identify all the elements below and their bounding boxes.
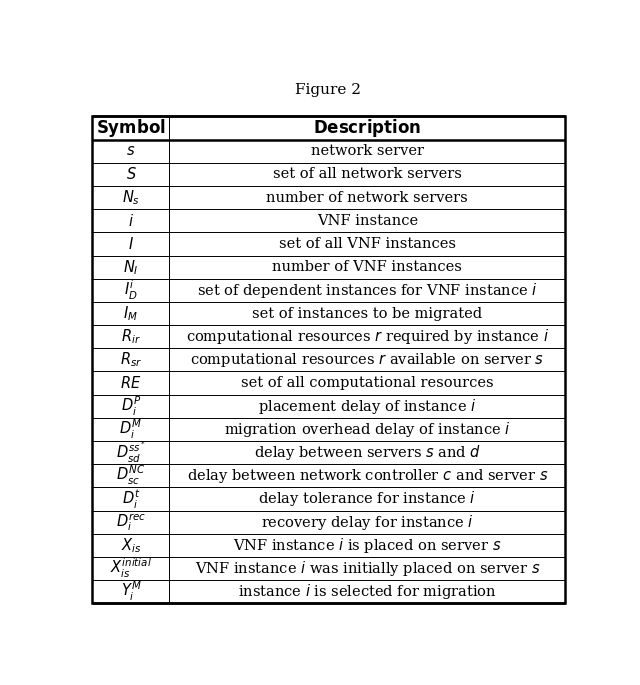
- Text: number of VNF instances: number of VNF instances: [273, 260, 462, 274]
- Text: set of all computational resources: set of all computational resources: [241, 376, 493, 390]
- Text: placement delay of instance $i$: placement delay of instance $i$: [258, 397, 476, 416]
- Text: $D_i^t$: $D_i^t$: [122, 488, 140, 510]
- Text: recovery delay for instance $i$: recovery delay for instance $i$: [261, 512, 474, 532]
- Text: $D_i^M$: $D_i^M$: [120, 418, 143, 441]
- Text: $N_I$: $N_I$: [123, 258, 139, 277]
- Text: delay between network controller $c$ and server $s$: delay between network controller $c$ and…: [186, 466, 548, 485]
- Text: delay tolerance for instance $i$: delay tolerance for instance $i$: [259, 490, 476, 508]
- Text: instance $i$ is selected for migration: instance $i$ is selected for migration: [238, 582, 497, 601]
- Text: VNF instance: VNF instance: [317, 214, 418, 228]
- Text: computational resources $r$ required by instance $i$: computational resources $r$ required by …: [186, 327, 549, 346]
- Text: set of instances to be migrated: set of instances to be migrated: [252, 306, 483, 321]
- Text: $S$: $S$: [125, 166, 136, 182]
- Text: network server: network server: [311, 145, 424, 158]
- Text: delay between servers $s$ and $d$: delay between servers $s$ and $d$: [253, 443, 481, 462]
- Text: number of network servers: number of network servers: [266, 190, 468, 205]
- Text: $X_{is}^{initial}$: $X_{is}^{initial}$: [110, 557, 152, 580]
- Text: $\mathbf{Symbol}$: $\mathbf{Symbol}$: [96, 117, 166, 139]
- Text: $D_{sd}^{ss^*}$: $D_{sd}^{ss^*}$: [116, 440, 146, 465]
- Text: $I_M$: $I_M$: [124, 304, 138, 323]
- Text: $Y_i^M$: $Y_i^M$: [120, 580, 141, 603]
- Text: migration overhead delay of instance $i$: migration overhead delay of instance $i$: [224, 420, 511, 439]
- Text: $RE$: $RE$: [120, 375, 141, 391]
- Text: set of all VNF instances: set of all VNF instances: [279, 237, 456, 251]
- Text: $\mathbf{Description}$: $\mathbf{Description}$: [313, 117, 421, 139]
- Text: $N_s$: $N_s$: [122, 188, 140, 207]
- Text: $I_D^i$: $I_D^i$: [124, 279, 138, 302]
- Text: $R_{ir}$: $R_{ir}$: [121, 327, 141, 346]
- Text: set of all network servers: set of all network servers: [273, 167, 461, 182]
- Text: VNF instance $i$ is placed on server $s$: VNF instance $i$ is placed on server $s$: [233, 536, 502, 555]
- Text: $s$: $s$: [126, 145, 136, 158]
- Text: $D_i^{rec}$: $D_i^{rec}$: [116, 511, 146, 533]
- Text: Figure 2: Figure 2: [295, 83, 361, 97]
- Text: computational resources $r$ available on server $s$: computational resources $r$ available on…: [190, 351, 545, 369]
- Text: $X_{is}$: $X_{is}$: [120, 536, 141, 555]
- Text: $D_i^P$: $D_i^P$: [120, 395, 141, 418]
- Text: set of dependent instances for VNF instance $i$: set of dependent instances for VNF insta…: [197, 281, 538, 300]
- Text: $I$: $I$: [128, 236, 134, 252]
- Text: VNF instance $i$ was initially placed on server $s$: VNF instance $i$ was initially placed on…: [195, 559, 540, 578]
- Text: $R_{sr}$: $R_{sr}$: [120, 351, 142, 369]
- Text: $i$: $i$: [128, 213, 134, 229]
- Text: $D_{sc}^{NC}$: $D_{sc}^{NC}$: [116, 464, 145, 488]
